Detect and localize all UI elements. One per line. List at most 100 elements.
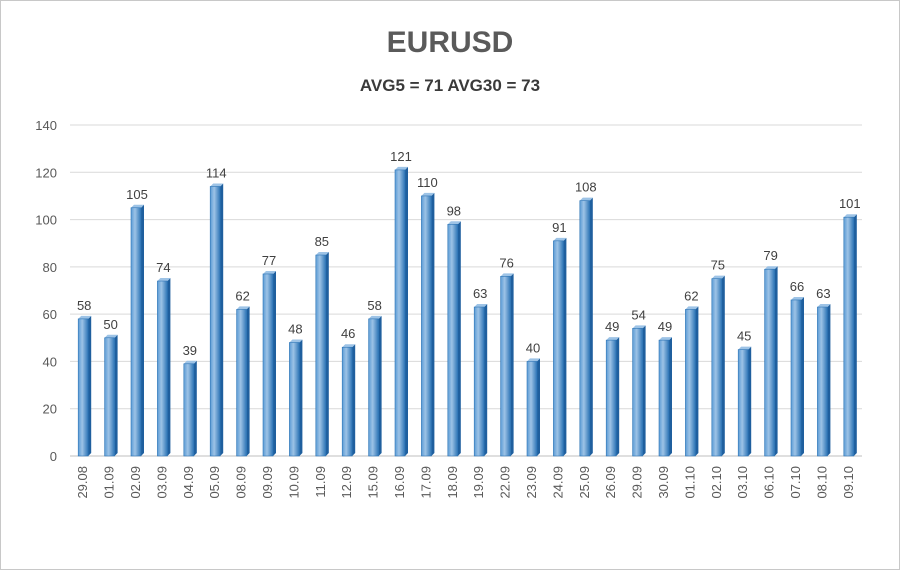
data-label: 40 <box>526 340 540 355</box>
bar <box>77 315 92 457</box>
x-tick-label: 09.10 <box>841 466 856 499</box>
x-tick-label: 22.09 <box>498 466 513 499</box>
data-label: 91 <box>552 220 566 235</box>
bar <box>157 278 171 457</box>
x-tick-label: 19.09 <box>471 466 486 499</box>
x-tick-label: 02.10 <box>709 466 724 499</box>
data-label: 101 <box>839 196 861 211</box>
bar <box>737 346 752 457</box>
data-label: 110 <box>417 175 438 190</box>
data-label: 62 <box>684 288 698 303</box>
data-label: 98 <box>447 203 461 218</box>
data-label: 49 <box>605 319 619 334</box>
x-tick-label: 30.09 <box>656 466 671 499</box>
bar <box>289 339 303 457</box>
data-label: 49 <box>658 319 672 334</box>
x-tick-label: 06.10 <box>762 466 777 499</box>
bar <box>236 306 250 457</box>
bar <box>447 221 461 457</box>
y-tick-label: 80 <box>43 260 57 275</box>
x-tick-label: 03.10 <box>735 466 750 499</box>
data-label: 74 <box>156 260 170 275</box>
data-label: 58 <box>367 298 381 313</box>
bar <box>685 306 699 457</box>
x-tick-label: 02.09 <box>128 466 143 499</box>
y-tick-label: 140 <box>35 118 57 133</box>
data-label: 48 <box>288 322 302 337</box>
x-tick-label: 12.09 <box>339 466 354 499</box>
bars <box>77 166 857 457</box>
data-label: 62 <box>235 288 249 303</box>
data-label: 46 <box>341 326 355 341</box>
bar <box>315 252 329 457</box>
bar <box>790 296 804 457</box>
x-tick-label: 25.09 <box>577 466 592 499</box>
x-tick-label: 01.10 <box>682 466 697 499</box>
bar <box>632 325 646 457</box>
data-label: 105 <box>126 187 148 202</box>
gridlines <box>70 124 862 457</box>
x-tick-label: 08.10 <box>814 466 829 499</box>
data-label: 63 <box>473 286 487 301</box>
data-label: 39 <box>183 343 197 358</box>
bar <box>500 273 514 457</box>
x-tick-label: 09.09 <box>260 466 275 499</box>
y-tick-label: 60 <box>43 307 57 322</box>
bar <box>421 192 435 457</box>
x-tick-label: 29.08 <box>75 466 90 499</box>
bar <box>526 358 540 457</box>
bar <box>341 344 356 457</box>
data-label: 114 <box>206 165 227 180</box>
data-label: 85 <box>315 234 329 249</box>
x-tick-label: 24.09 <box>550 466 565 499</box>
bar <box>843 214 857 457</box>
x-tick-label: 05.09 <box>207 466 222 499</box>
x-tick-label: 26.09 <box>603 466 618 499</box>
chart-title: EURUSD <box>386 26 514 59</box>
x-tick-label: 17.09 <box>418 466 433 499</box>
x-tick-label: 23.09 <box>524 466 539 499</box>
chart-subtitle: AVG5 = 71 AVG30 = 73 <box>359 76 541 95</box>
bar <box>262 270 276 457</box>
bar <box>368 315 382 457</box>
bar <box>473 304 488 457</box>
data-label: 76 <box>499 255 513 270</box>
x-axis-ticks: 29.08 01.09 02.09 03.09 04.09 05.09 08.09 09.09… <box>75 466 856 499</box>
y-tick-label: 0 <box>50 449 57 464</box>
bar <box>553 237 567 457</box>
y-tick-label: 40 <box>43 354 57 369</box>
data-label: 50 <box>103 317 117 332</box>
data-label: 77 <box>262 253 276 268</box>
bar <box>817 304 831 457</box>
bar <box>104 334 118 457</box>
bar <box>658 337 672 457</box>
x-tick-label: 10.09 <box>286 466 301 499</box>
data-label: 45 <box>737 329 751 344</box>
data-label: 79 <box>763 248 777 263</box>
x-tick-label: 07.10 <box>788 466 803 499</box>
x-tick-label: 15.09 <box>366 466 381 499</box>
y-tick-label: 20 <box>43 402 57 417</box>
bar <box>711 275 725 457</box>
y-tick-label: 100 <box>35 213 57 228</box>
data-label: 108 <box>575 180 597 195</box>
data-label: 75 <box>711 258 725 273</box>
x-tick-label: 08.09 <box>234 466 249 499</box>
x-tick-label: 04.09 <box>181 466 196 499</box>
bar <box>209 183 224 457</box>
bar <box>579 197 593 457</box>
bar <box>394 166 408 457</box>
x-tick-label: 18.09 <box>445 466 460 499</box>
x-tick-label: 11.09 <box>313 466 328 498</box>
y-tick-label: 120 <box>35 165 57 180</box>
x-tick-label: 03.09 <box>154 466 169 499</box>
bar <box>183 360 197 457</box>
x-tick-label: 01.09 <box>102 466 117 499</box>
data-label: 58 <box>77 298 91 313</box>
x-tick-label: 29.09 <box>630 466 645 499</box>
bar <box>130 204 144 457</box>
data-label: 54 <box>631 307 645 322</box>
data-label: 121 <box>390 149 412 164</box>
y-axis-ticks: 0 20 40 60 80 100 120 140 <box>35 118 57 464</box>
